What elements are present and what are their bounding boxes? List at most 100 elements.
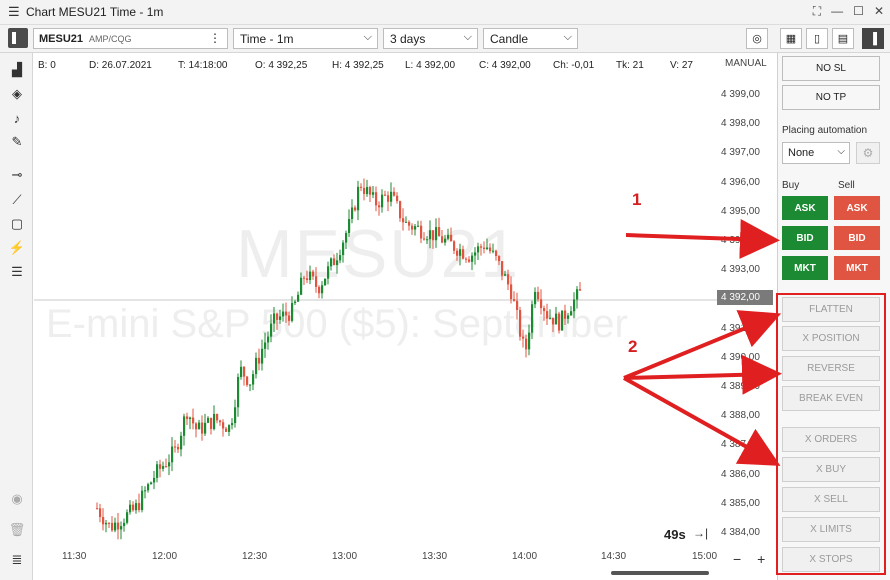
fullscreen-icon[interactable]: ⛶ (812, 4, 822, 18)
zoom-in-icon[interactable]: + (757, 551, 766, 567)
hamburger-menu-icon[interactable]: ☰ (8, 4, 20, 19)
cancel-buy-button[interactable]: X BUY (782, 457, 880, 482)
candle-body (189, 417, 192, 419)
chevron-down-icon: ⌵ (837, 146, 845, 157)
candle-body (558, 313, 561, 331)
candle-body (324, 278, 327, 286)
visibility-eye-icon[interactable]: ◉ (11, 491, 23, 506)
cancel-stops-button[interactable]: X STOPS (782, 547, 880, 572)
horizontal-line-icon[interactable]: ⊸ (11, 167, 23, 182)
candle-body (291, 302, 294, 321)
close-icon[interactable]: ✕ (873, 4, 884, 18)
break-even-button[interactable]: BREAK EVEN (782, 386, 880, 411)
buy-ask-button[interactable]: ASK (782, 196, 828, 220)
gear-icon[interactable]: ⚙ (856, 142, 880, 164)
reverse-button[interactable]: REVERSE (782, 356, 880, 381)
candle-body (564, 310, 567, 319)
time-tick-label: 11:30 (62, 551, 87, 562)
mouse-icon[interactable]: ▯ (806, 28, 828, 49)
candle-body (381, 194, 384, 208)
dom-icon[interactable]: ▦ (780, 28, 802, 49)
candle-body (111, 522, 114, 531)
candle-body (96, 508, 99, 510)
list-icon[interactable]: ≣ (11, 552, 23, 567)
layers-icon[interactable]: ◈ (12, 86, 22, 101)
more-options-icon[interactable]: ⋮ (209, 31, 221, 45)
candlestick-series (34, 178, 717, 540)
left-panel-toggle-icon[interactable] (8, 28, 28, 48)
zoom-out-icon[interactable]: − (733, 551, 742, 567)
buy-bid-button[interactable]: BID (782, 226, 828, 250)
indicator-icon[interactable]: ◎ (746, 28, 768, 49)
candle-body (144, 490, 147, 492)
price-tick-label: 4 389,00 (721, 381, 760, 392)
trend-line-icon[interactable]: ⟋ (12, 192, 22, 207)
price-tick-label: 4 388,00 (721, 410, 760, 422)
trade-icon[interactable]: ▤ (832, 28, 854, 49)
automation-select[interactable]: None ⌵ (782, 142, 850, 164)
chart-type-dropdown[interactable]: Candle ⌵ (483, 28, 578, 49)
candle-body (240, 366, 243, 377)
chevron-down-icon: ⌵ (563, 31, 572, 43)
candle-body (486, 247, 489, 249)
range-dropdown[interactable]: 3 days ⌵ (383, 28, 478, 49)
chart-area[interactable]: MESU21 E-mini S&P 500 ($5): September (34, 53, 717, 548)
no-tp-button[interactable]: NO TP (782, 85, 880, 110)
symbol-selector[interactable]: MESU21 AMP/CQG ⋮ (33, 28, 228, 49)
cancel-limits-button[interactable]: X LIMITS (782, 517, 880, 542)
alert-bell-icon[interactable]: ♪ (13, 110, 21, 126)
chevron-down-icon: ⌵ (463, 31, 472, 43)
rectangle-icon[interactable]: ▢ (10, 216, 24, 231)
candle-body (99, 508, 102, 518)
text-tool-icon[interactable]: ☰ (11, 264, 23, 279)
candle-body (309, 271, 312, 281)
price-tick-label: 4 384,00 (721, 527, 760, 538)
minimize-icon[interactable]: — (831, 4, 844, 18)
sell-bid-button[interactable]: BID (834, 226, 880, 250)
axis-mode-label[interactable]: MANUAL (725, 58, 767, 69)
candle-body (492, 250, 495, 252)
price-tick-label: 4 394,00 (721, 235, 760, 246)
no-sl-button[interactable]: NO SL (782, 56, 880, 81)
candle-body (441, 236, 444, 243)
candle-body (282, 311, 285, 317)
candle-body (315, 276, 318, 287)
candle-body (513, 299, 516, 301)
scroll-to-end-icon[interactable]: →| (693, 526, 709, 540)
candle-body (162, 466, 165, 469)
sell-market-button[interactable]: MKT (834, 256, 880, 280)
indicators-icon[interactable]: ▟ (12, 62, 22, 77)
candle-body (567, 315, 570, 319)
buy-market-button[interactable]: MKT (782, 256, 828, 280)
candle-body (285, 311, 288, 316)
cancel-orders-button[interactable]: X ORDERS (782, 427, 880, 452)
sell-ask-button[interactable]: ASK (834, 196, 880, 220)
chart-scrollbar[interactable] (611, 571, 709, 575)
candle-body (444, 238, 447, 243)
trash-icon[interactable]: 🗑 (8, 522, 26, 537)
candle-body (510, 284, 513, 300)
right-panel-toggle-icon[interactable]: ▐ (862, 28, 884, 49)
info-low: L: 4 392,00 (405, 60, 456, 71)
info-ticks: Tk: 21 (616, 60, 644, 71)
cancel-sell-button[interactable]: X SELL (782, 487, 880, 512)
candle-body (192, 417, 195, 424)
candle-body (273, 313, 276, 324)
fibonacci-icon[interactable]: ⚡ (8, 240, 26, 255)
info-close: C: 4 392,00 (479, 60, 531, 71)
time-tick-label: 13:00 (332, 551, 358, 562)
candle-body (333, 258, 336, 266)
candle-body (531, 304, 534, 333)
candle-body (165, 466, 168, 468)
price-tick-label: 4 398,00 (721, 118, 760, 130)
candle-body (369, 187, 372, 195)
candle-body (288, 315, 291, 321)
maximize-icon[interactable]: ☐ (853, 4, 864, 18)
flatten-button[interactable]: FLATTEN (782, 297, 880, 322)
close-position-button[interactable]: X POSITION (782, 326, 880, 351)
candle-body (411, 225, 414, 230)
timeframe-dropdown[interactable]: Time - 1m ⌵ (233, 28, 378, 49)
candle-body (519, 310, 522, 337)
pencil-icon[interactable]: ✎ (11, 134, 23, 149)
candle-body (372, 192, 375, 195)
